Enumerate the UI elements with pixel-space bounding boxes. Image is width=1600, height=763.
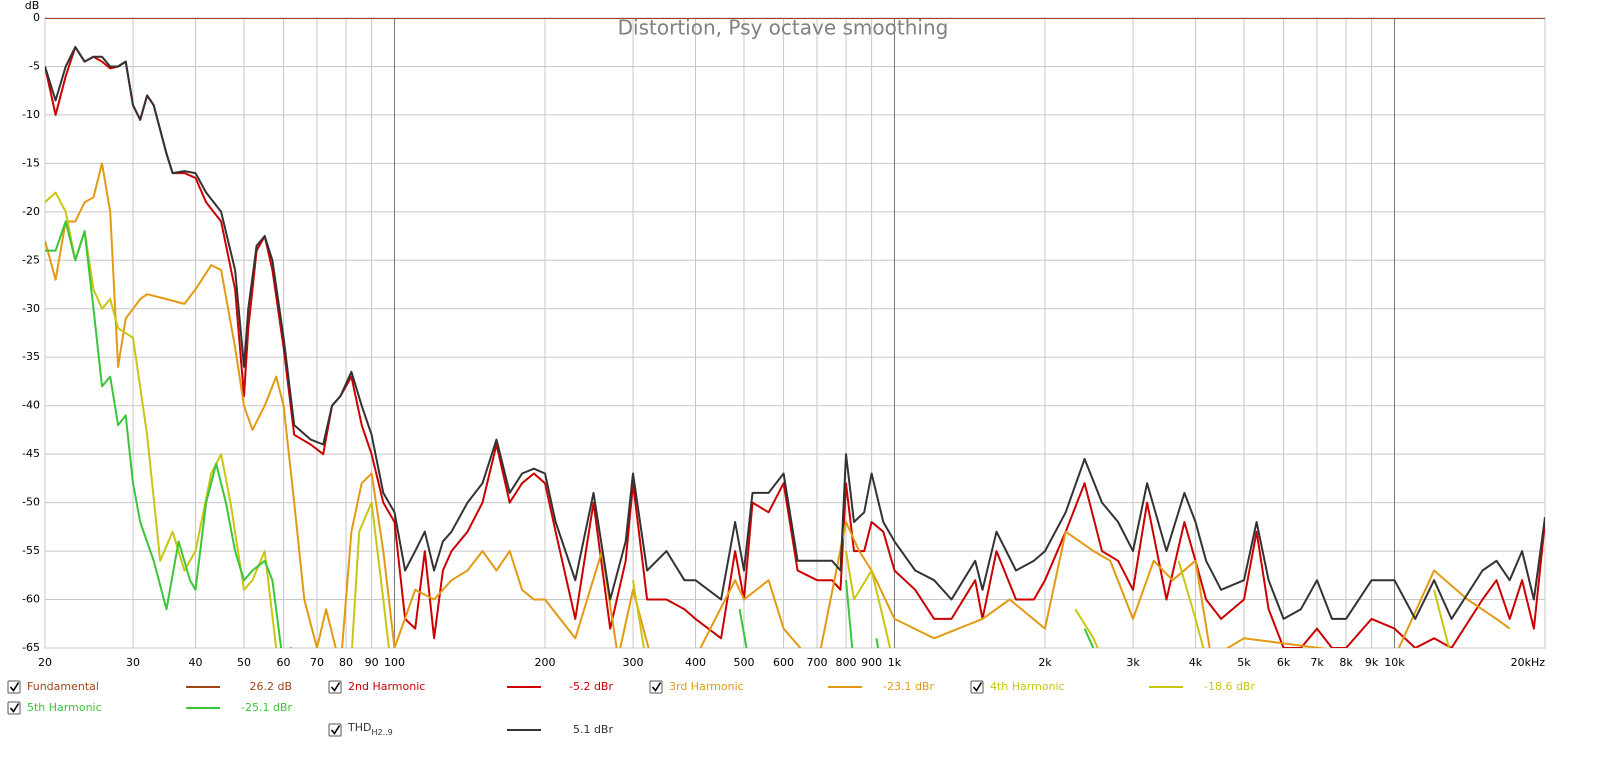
legend-level: -18.6 dBr: [1204, 680, 1255, 693]
legend-level: 5.1 dBr: [573, 723, 614, 736]
legend-entry: 4th Harmonic -18.6 dBr: [970, 680, 1255, 694]
legend-level: 26.2 dB: [249, 680, 292, 693]
y-tick-label: -35: [22, 350, 40, 363]
y-tick-label: -15: [22, 156, 40, 169]
y-tick-label: -55: [22, 544, 40, 557]
legend-entry: Fundamental 26.2 dB: [7, 680, 292, 694]
x-tick-label: 500: [733, 656, 754, 669]
x-tick-label: 90: [365, 656, 379, 669]
legend-checkmark: [330, 682, 341, 692]
series-line: [45, 46, 1545, 620]
x-tick-label: 80: [339, 656, 353, 669]
x-tick-label: 6k: [1277, 656, 1291, 669]
x-tick-label: 9k: [1365, 656, 1379, 669]
legend-checkmark: [651, 682, 662, 692]
x-tick-label: 100: [384, 656, 405, 669]
x-tick-label: 7k: [1310, 656, 1324, 669]
legend-label-main: THD: [347, 721, 371, 734]
legend-checkmark: [330, 725, 341, 735]
x-tick-label: 40: [189, 656, 203, 669]
legend-checkmark: [972, 682, 983, 692]
y-tick-label: -45: [22, 447, 40, 460]
legend-entry: 5th Harmonic -25.1 dBr: [7, 701, 292, 715]
legend-level: -25.1 dBr: [241, 701, 292, 714]
x-tick-label: 5k: [1237, 656, 1251, 669]
x-tick-label: 20: [38, 656, 52, 669]
y-tick-label: -30: [22, 302, 40, 315]
x-tick-label: 50: [237, 656, 251, 669]
x-tick-label: 3k: [1126, 656, 1140, 669]
legend-label: Fundamental: [27, 680, 99, 693]
series-line: [45, 162, 1511, 648]
series-line: [45, 220, 1095, 648]
x-tick-label: 70: [310, 656, 324, 669]
legend-entry: 2nd Harmonic -5.2 dBr: [328, 680, 613, 694]
y-tick-label: 0: [33, 11, 40, 24]
legend-label: THDH2..9: [347, 721, 393, 737]
x-tick-label: 400: [685, 656, 706, 669]
legend-entry: THDH2..9 5.1 dBr: [328, 721, 614, 737]
x-tick-label: 4k: [1189, 656, 1203, 669]
series-line: [45, 191, 1451, 648]
legend-level: -23.1 dBr: [883, 680, 934, 693]
legend-label-subscript: H2..9: [371, 728, 392, 737]
series-line: [45, 46, 1545, 648]
y-tick-label: -25: [22, 253, 40, 266]
chart-title: Distortion, Psy octave smoothing: [618, 16, 949, 40]
x-tick-label: 2k: [1038, 656, 1052, 669]
y-axis-label: dB: [25, 0, 40, 12]
x-tick-label: 600: [773, 656, 794, 669]
legend-entry: 3rd Harmonic -23.1 dBr: [649, 680, 934, 694]
legend-label: 2nd Harmonic: [348, 680, 425, 693]
legend-label: 3rd Harmonic: [669, 680, 744, 693]
legend: Fundamental 26.2 dB 2nd Harmonic -5.2 dBr 3r…: [7, 680, 1255, 737]
lines: [45, 18, 1545, 648]
y-tick-label: -60: [22, 593, 40, 606]
legend-checkmark: [9, 682, 20, 692]
y-tick-label: -50: [22, 496, 40, 509]
x-tick-label: 10k: [1384, 656, 1405, 669]
x-tick-label: 30: [126, 656, 140, 669]
y-tick-label: -40: [22, 399, 40, 412]
x-tick-label: 8k: [1339, 656, 1353, 669]
legend-level: -5.2 dBr: [569, 680, 613, 693]
y-tick-label: -20: [22, 205, 40, 218]
x-tick-label: 60: [277, 656, 291, 669]
x-tick-label: 300: [623, 656, 644, 669]
y-tick-label: -10: [22, 108, 40, 121]
legend-label: 5th Harmonic: [27, 701, 102, 714]
x-tick-label: 900: [861, 656, 882, 669]
legend-checkmark: [9, 703, 20, 713]
y-tick-label: -65: [22, 641, 40, 654]
x-tick-label: 1k: [888, 656, 902, 669]
y-tick-label: -5: [29, 59, 40, 72]
x-tick-label: 200: [535, 656, 556, 669]
legend-label: 4th Harmonic: [990, 680, 1065, 693]
x-tick-label: 800: [836, 656, 857, 669]
x-tick-label: 700: [807, 656, 828, 669]
x-tick-label: 20kHz: [1511, 656, 1546, 669]
